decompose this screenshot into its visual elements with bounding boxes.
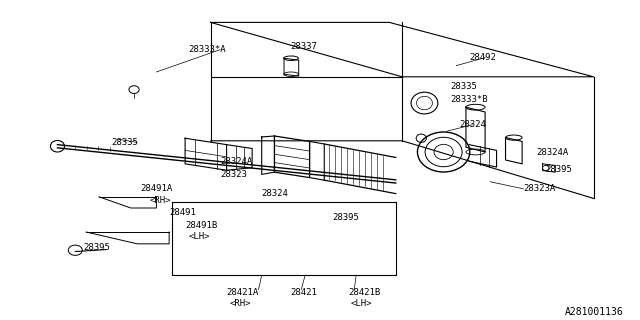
Text: <RH>: <RH>: [150, 196, 172, 204]
Text: 28324: 28324: [262, 189, 289, 198]
Text: 28324A: 28324A: [220, 157, 252, 166]
Text: 28492: 28492: [469, 53, 496, 62]
Text: 28491: 28491: [169, 208, 196, 217]
Text: 28395: 28395: [332, 213, 359, 222]
Text: 28324A: 28324A: [536, 148, 568, 156]
Text: 28323A: 28323A: [524, 184, 556, 193]
Text: 28421: 28421: [291, 288, 317, 297]
Text: 28333*B: 28333*B: [450, 95, 488, 104]
Text: <LH>: <LH>: [188, 232, 210, 241]
Text: 28491A: 28491A: [140, 184, 173, 193]
Text: 28324: 28324: [460, 120, 486, 129]
Text: 28421B: 28421B: [348, 288, 380, 297]
Text: A281001136: A281001136: [565, 307, 623, 317]
Text: 28335: 28335: [450, 82, 477, 91]
Text: 28323: 28323: [220, 170, 247, 179]
Text: 28337: 28337: [291, 42, 317, 51]
Text: 28395: 28395: [546, 165, 573, 174]
Text: <RH>: <RH>: [230, 299, 252, 308]
Text: 28491B: 28491B: [185, 221, 218, 230]
Text: <LH>: <LH>: [351, 299, 372, 308]
Text: 28333*A: 28333*A: [188, 45, 226, 54]
Text: 28335: 28335: [112, 138, 139, 147]
Text: 28395: 28395: [83, 244, 110, 252]
Text: 28421A: 28421A: [227, 288, 259, 297]
